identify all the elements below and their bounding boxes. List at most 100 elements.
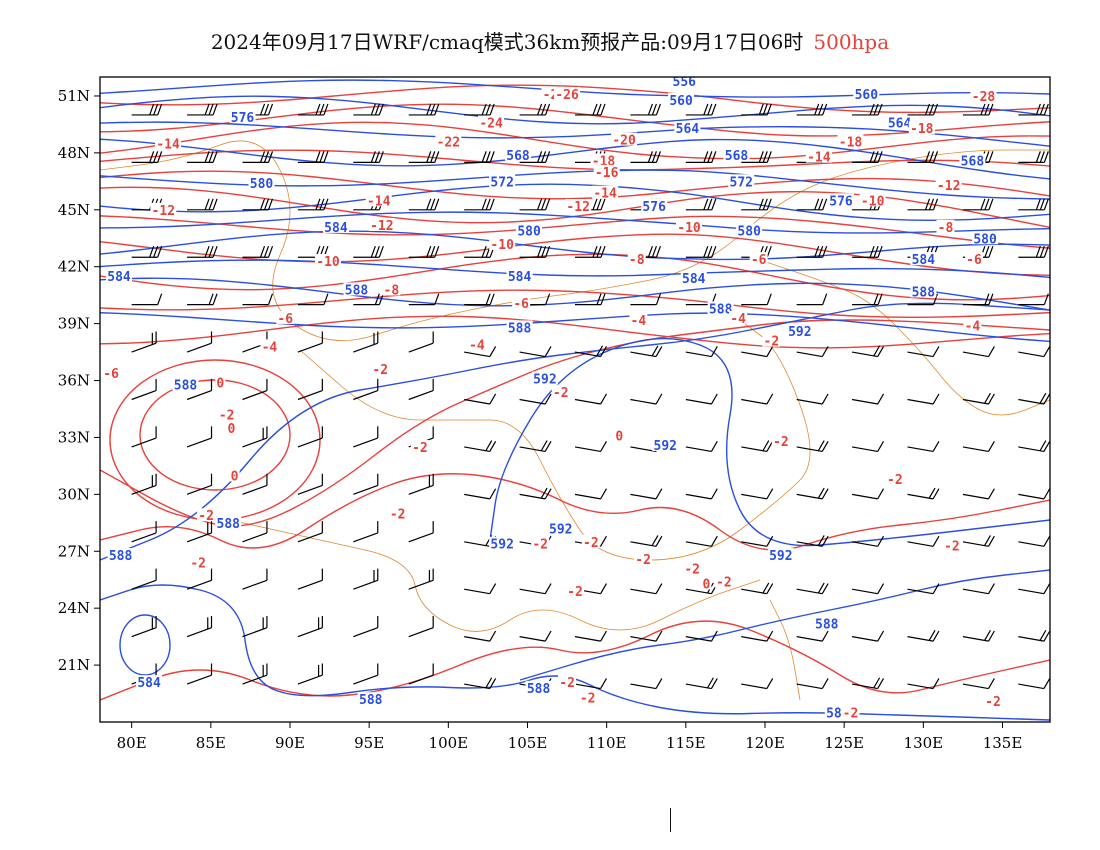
- temperature-label: -10: [861, 194, 885, 209]
- wind-barb: [464, 630, 497, 642]
- wind-barb: [297, 331, 323, 353]
- height-contour: [100, 121, 1050, 147]
- wind-barb: [907, 678, 940, 690]
- wind-barb: [353, 151, 384, 163]
- wind-barb: [741, 346, 774, 358]
- temperature-label-bg: [365, 193, 392, 207]
- lon-label: 80E: [117, 734, 147, 752]
- height-label: 592: [490, 538, 513, 553]
- wind-barb: [741, 582, 774, 595]
- temperature-label: -2: [559, 676, 575, 691]
- temperature-label: -6: [103, 367, 119, 382]
- wind-barb: [187, 246, 218, 258]
- wind-barb: [1018, 293, 1049, 306]
- temperature-label: -6: [277, 312, 293, 327]
- wind-barb: [630, 630, 663, 642]
- temperature-label-bg: [590, 153, 617, 167]
- temperature-label: -4: [631, 314, 647, 329]
- height-label: 572: [730, 175, 753, 190]
- height-label-bg: [910, 284, 937, 298]
- temperature-label-bg: [701, 576, 712, 590]
- temperature-contour: [100, 620, 1050, 701]
- wind-barb: [796, 440, 829, 453]
- wind-barb: [685, 677, 718, 690]
- wind-barb: [242, 473, 268, 495]
- height-contour: [100, 183, 1050, 221]
- wind-barb: [242, 426, 268, 448]
- wind-barb: [741, 678, 774, 690]
- wind-barb: [630, 535, 663, 547]
- temperature-label-bg: [215, 375, 226, 389]
- temperature-label: -8: [384, 283, 400, 298]
- temperature-label: -18: [910, 122, 934, 137]
- height-label: 588: [912, 285, 936, 300]
- wind-barb: [353, 568, 379, 590]
- height-label-bg: [489, 174, 516, 188]
- temperature-label-bg: [478, 115, 505, 129]
- title-main: 2024年09月17日WRF/cmaq模式36km预报产品:09月17日06时: [210, 30, 804, 54]
- height-label: 588: [345, 283, 369, 298]
- temperature-label: 0: [615, 430, 623, 445]
- wind-barb: [353, 331, 379, 353]
- temperature-label: -2: [580, 691, 596, 706]
- temperature-label: -2: [684, 562, 700, 577]
- temperature-label: 0: [216, 376, 224, 391]
- wind-barb: [741, 488, 774, 500]
- temperature-contour: [100, 233, 1050, 277]
- wind-barb: [796, 535, 829, 547]
- temperature-label: -12: [152, 204, 175, 219]
- height-label: 588: [815, 617, 839, 632]
- wind-barb: [851, 345, 885, 358]
- temperature-label: -6: [751, 253, 767, 268]
- wind-barb: [741, 103, 772, 116]
- wind-barb: [187, 103, 218, 116]
- wind-barb: [297, 198, 329, 211]
- wind-barb: [574, 488, 607, 500]
- temperature-label-bg: [150, 202, 177, 216]
- temperature-label: -2: [553, 386, 569, 401]
- wind-barb: [464, 346, 497, 358]
- temperature-label: -12: [566, 200, 589, 215]
- wind-barb: [962, 293, 994, 306]
- wind-barb: [408, 246, 440, 258]
- wind-barb: [186, 568, 213, 590]
- temperature-label-bg: [102, 365, 121, 379]
- wind-barb: [187, 293, 218, 306]
- height-label-bg: [248, 176, 275, 190]
- wind-barb: [796, 103, 828, 116]
- wind-barb: [685, 198, 717, 211]
- wind-barb: [796, 678, 829, 690]
- height-label: 564: [888, 117, 912, 132]
- temperature-label: -24: [479, 117, 503, 132]
- temperature-label-bg: [435, 134, 462, 148]
- temperature-contour: [100, 215, 1050, 249]
- temperature-label: -10: [490, 238, 514, 253]
- temperature-label-bg: [634, 551, 653, 565]
- wind-barb: [297, 378, 323, 401]
- height-label-bg: [215, 515, 242, 529]
- temperature-label: -26: [555, 88, 579, 103]
- height-label-bg: [723, 147, 750, 161]
- wind-barb: [242, 198, 274, 211]
- temperature-label: -8: [629, 253, 645, 268]
- temperature-label: -14: [156, 137, 180, 152]
- height-label-bg: [886, 115, 913, 129]
- height-label: 580: [250, 177, 274, 192]
- title-level: 500hpa: [813, 30, 890, 54]
- temperature-label: 0: [703, 578, 711, 593]
- wind-barb: [796, 346, 829, 358]
- wind-barb: [408, 473, 434, 495]
- height-label: 576: [829, 194, 853, 209]
- temperature-label: -2: [372, 363, 388, 378]
- wind-barb: [907, 346, 940, 358]
- wind-barb: [630, 488, 663, 500]
- wind-barb: [408, 103, 440, 116]
- height-label: 592: [549, 523, 572, 538]
- temperature-label: -22: [437, 136, 460, 151]
- copyright-footer: [662, 808, 679, 832]
- wind-barb: [1018, 583, 1050, 595]
- wind-barb: [962, 103, 994, 116]
- height-label: 584: [324, 221, 348, 236]
- temperature-label: 0: [228, 422, 236, 437]
